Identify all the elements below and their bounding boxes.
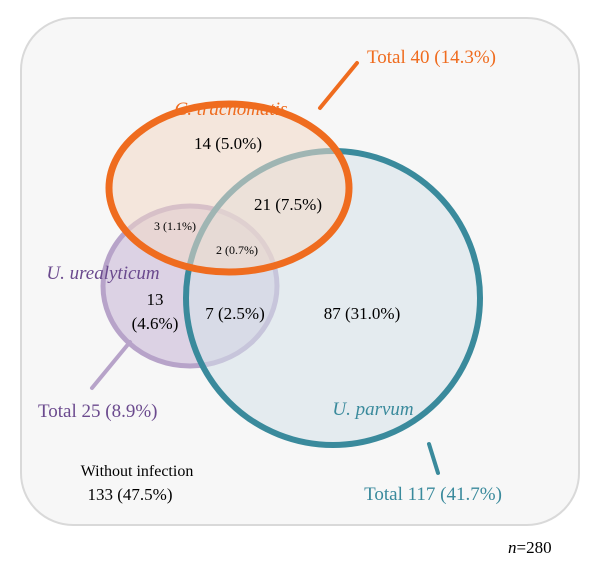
up-total: Total 117 (41.7%) [364,484,502,505]
ct-total: Total 40 (14.3%) [367,47,496,68]
up-name: U. parvum [332,399,413,420]
n-label: n=280 [508,538,552,557]
region-ct-up: 21 (7.5%) [254,195,322,214]
region-ct-only: 14 (5.0%) [194,134,262,153]
without-infection-value: 133 (47.5%) [88,485,173,504]
n-label-italic: n [508,538,517,557]
region-ct-uu: 3 (1.1%) [154,219,196,233]
region-uu-up: 7 (2.5%) [205,304,264,323]
ct-name: C. trachomatis [175,99,288,120]
region-up-only: 87 (31.0%) [324,304,400,323]
up-leader-line [427,442,440,475]
ct-circle [105,100,353,276]
region-ct-uu-up: 2 (0.7%) [216,243,258,257]
ct-leader-line [318,61,359,110]
region-uu-only-count: 13 [147,290,164,309]
uu-name: U. urealyticum [46,263,159,284]
uu-total: Total 25 (8.9%) [38,401,158,422]
uu-leader-line [90,340,132,390]
n-label-rest: =280 [517,538,552,557]
without-infection-label: Without infection [81,463,194,480]
region-uu-only-pct: (4.6%) [132,314,179,333]
